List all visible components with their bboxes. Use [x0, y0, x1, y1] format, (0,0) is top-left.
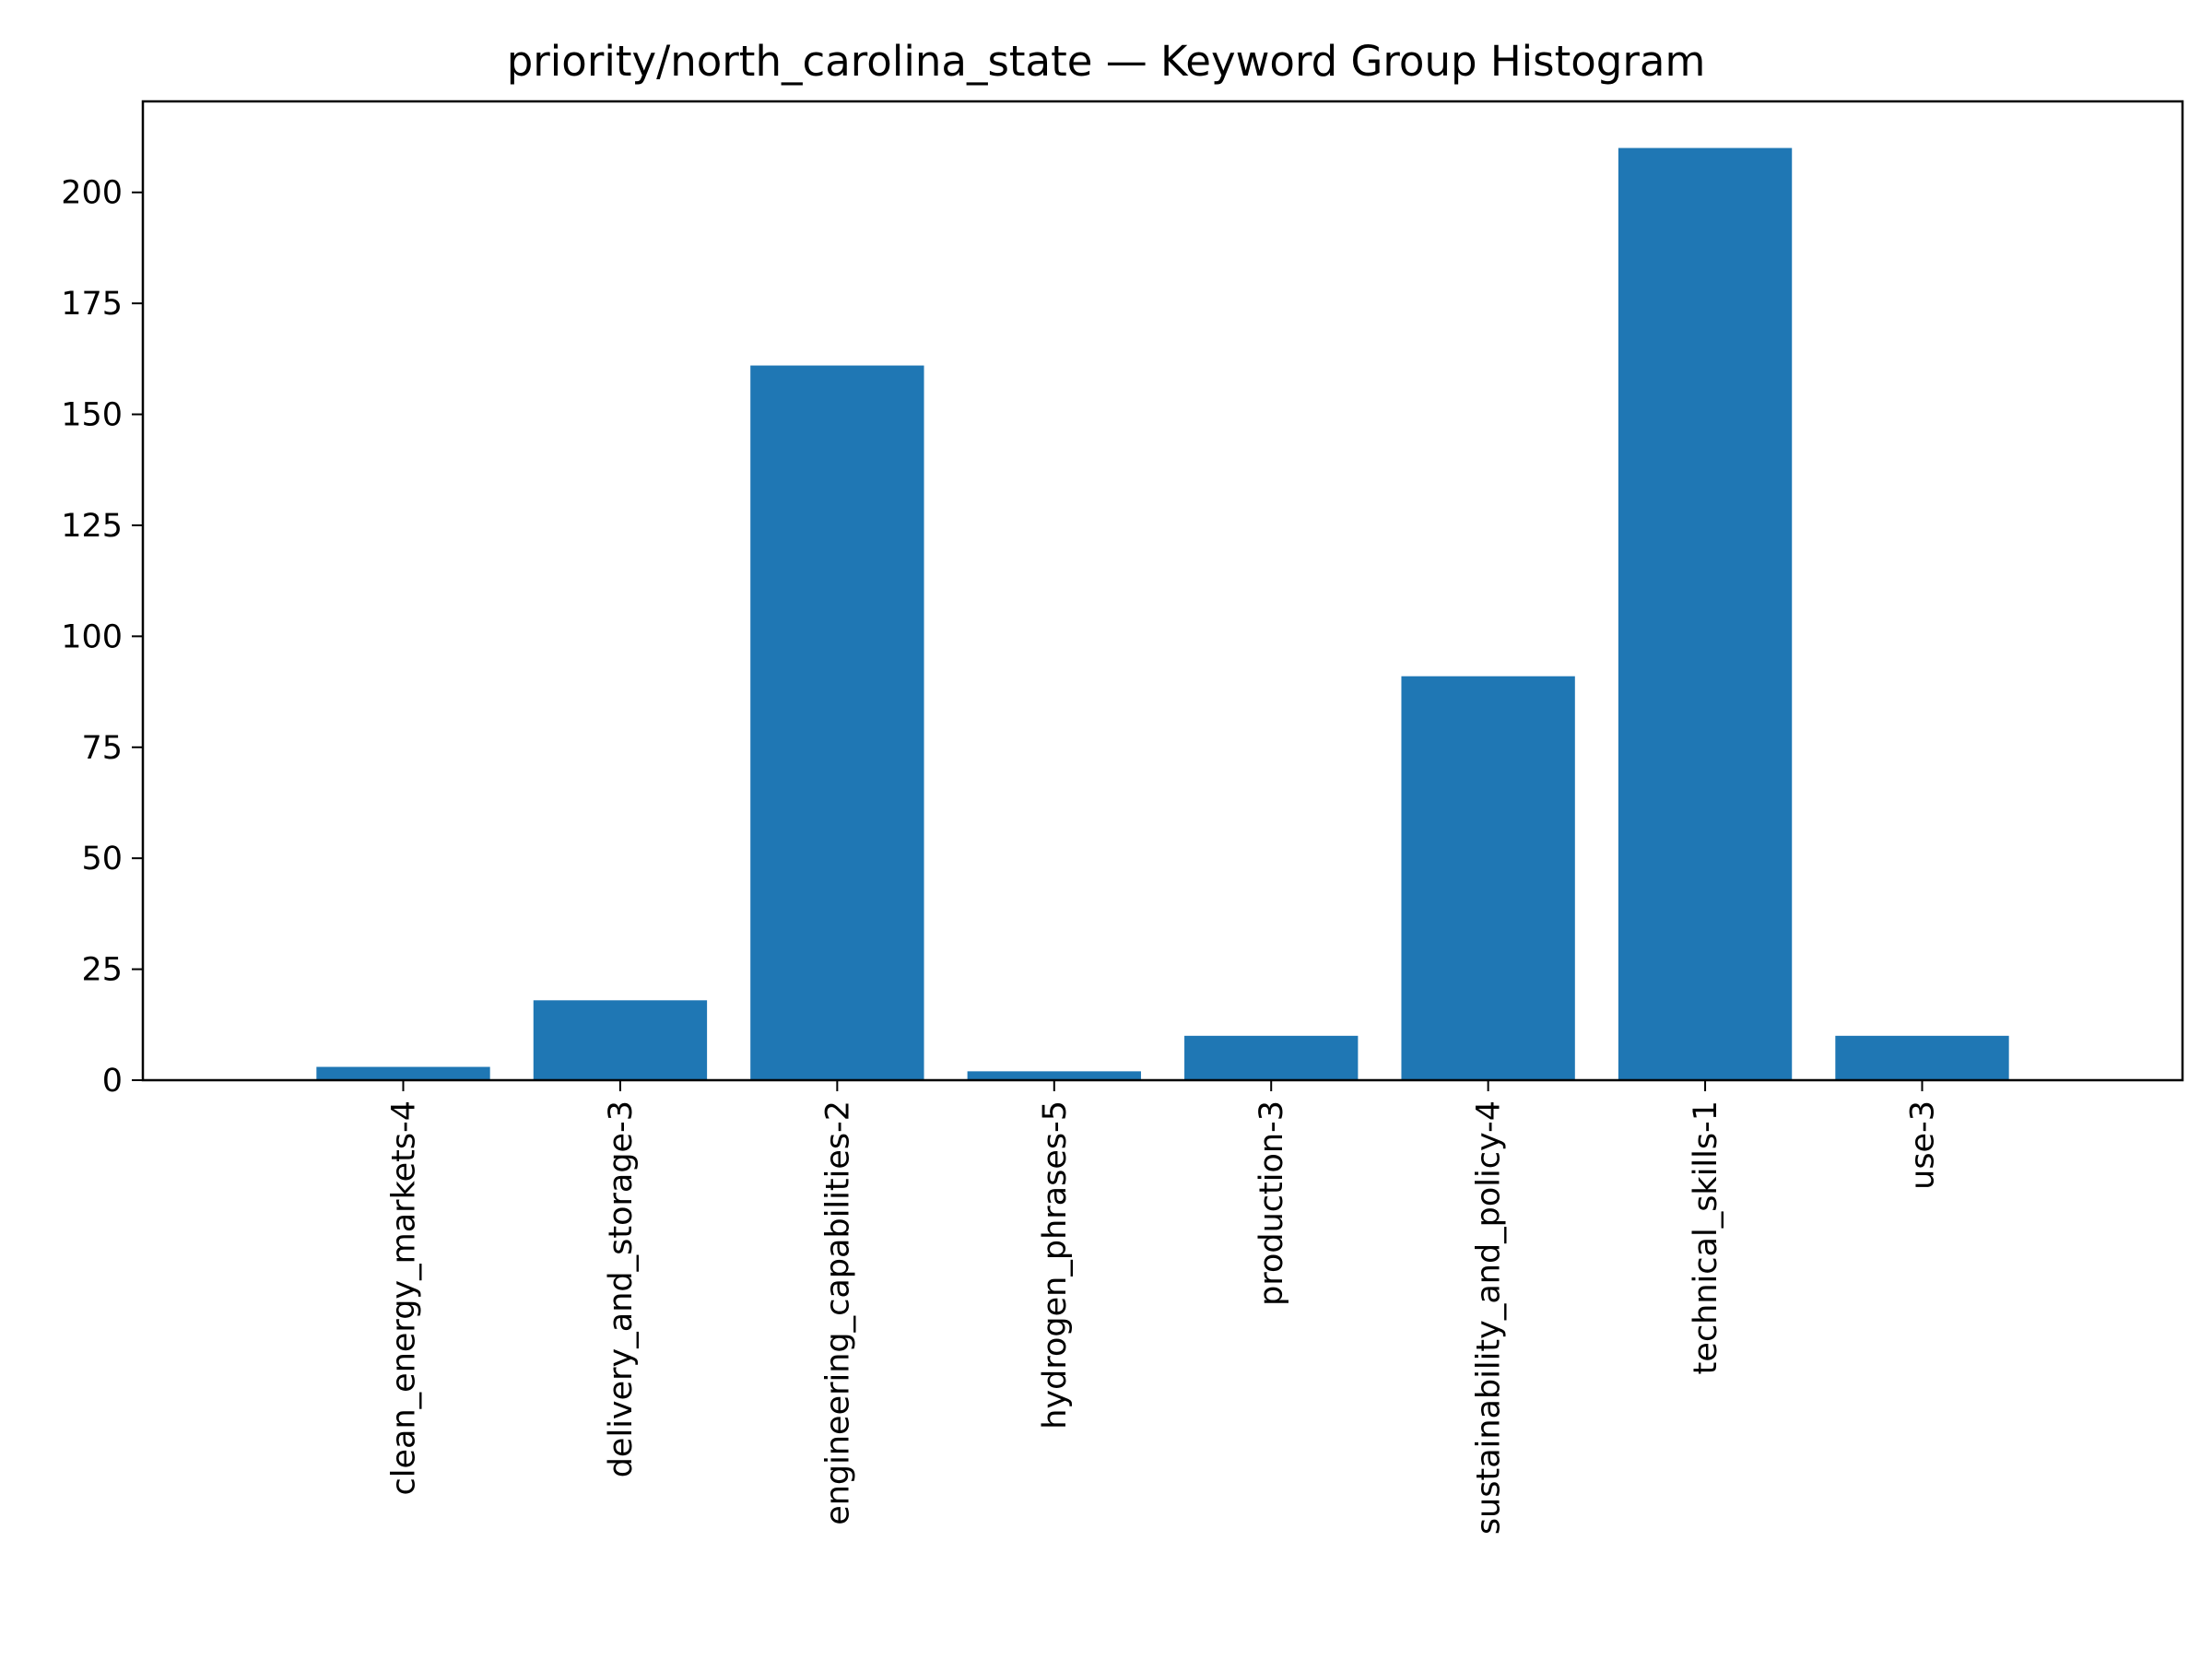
bar-sustainability_and_policy-4 — [1401, 676, 1575, 1080]
x-tick-label: production-3 — [1253, 1100, 1290, 1306]
y-tick-label: 50 — [81, 841, 123, 877]
y-tick-label: 175 — [61, 286, 123, 323]
bar-engineering_capabilities-2 — [750, 365, 924, 1081]
x-tick-label: use-3 — [1904, 1100, 1941, 1190]
x-tick-label: delivery_and_storage-3 — [603, 1100, 640, 1477]
x-tick-label: hydrogen_phrases-5 — [1037, 1100, 1074, 1430]
x-axis: clean_energy_markets-4 delivery_and_stora… — [386, 1080, 1941, 1535]
x-tick-label: clean_energy_markets-4 — [386, 1100, 423, 1495]
bar-clean_energy_markets-4 — [316, 1066, 490, 1080]
y-tick-label: 75 — [81, 730, 123, 767]
x-tick-label: technical_skills-1 — [1688, 1100, 1724, 1374]
bar-delivery_and_storage-3 — [533, 1000, 708, 1080]
y-tick-label: 125 — [61, 508, 123, 545]
y-tick-label: 25 — [81, 952, 123, 989]
y-tick-label: 150 — [61, 397, 123, 434]
bar-production-3 — [1184, 1035, 1359, 1080]
bar-technical_skills-1 — [1618, 147, 1793, 1081]
bar-group — [316, 147, 2009, 1081]
x-tick-label: engineering_capabilities-2 — [819, 1100, 856, 1525]
bar-use-3 — [1835, 1035, 2009, 1080]
y-tick-label: 0 — [102, 1063, 123, 1100]
bar-hydrogen_phrases-5 — [967, 1071, 1141, 1080]
y-tick-label: 200 — [61, 175, 123, 212]
y-tick-label: 100 — [61, 618, 123, 655]
chart-title: priority/north_carolina_state — Keyword … — [507, 37, 1706, 86]
y-axis: 0 25 50 75 100 125 150 175 200 — [61, 175, 143, 1100]
x-tick-label: sustainability_and_policy-4 — [1471, 1100, 1508, 1535]
plot-frame — [141, 100, 2184, 1082]
